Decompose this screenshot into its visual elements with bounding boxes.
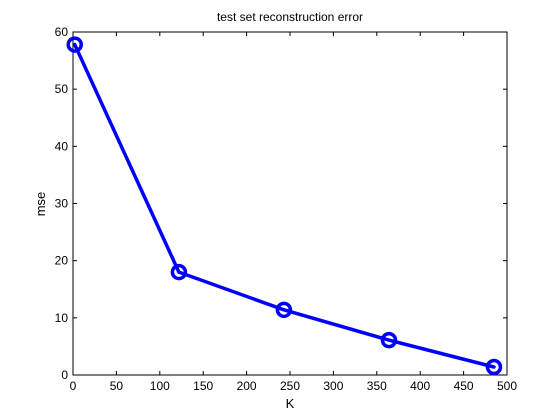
plot-area xyxy=(72,31,508,376)
data-point-marker xyxy=(485,358,503,376)
x-tick-label: 0 xyxy=(70,379,77,393)
x-tick-label: 450 xyxy=(454,379,474,393)
x-tick-label: 300 xyxy=(323,379,343,393)
chart-title: test set reconstruction error xyxy=(217,10,363,24)
x-tick-label: 400 xyxy=(410,379,430,393)
x-axis-label: K xyxy=(286,396,295,411)
x-tick-label: 150 xyxy=(193,379,213,393)
y-tick-label: 50 xyxy=(55,82,69,96)
x-tick-label: 250 xyxy=(280,379,300,393)
y-axis-label: mse xyxy=(33,192,48,217)
x-axis-ticks: 0 50 100 150 200 250 300 350 400 450 500 xyxy=(70,32,517,393)
x-tick-label: 500 xyxy=(497,379,517,393)
y-tick-label: 30 xyxy=(55,197,69,211)
data-point-marker xyxy=(275,301,293,319)
x-tick-label: 100 xyxy=(150,379,170,393)
data-point-marker xyxy=(170,263,188,281)
y-tick-label: 0 xyxy=(61,368,68,382)
x-tick-label: 200 xyxy=(237,379,257,393)
y-tick-label: 10 xyxy=(55,311,69,325)
y-tick-label: 60 xyxy=(55,25,69,39)
y-axis-ticks: 0 10 20 30 40 50 60 xyxy=(55,25,507,382)
data-point-marker xyxy=(66,36,83,53)
x-tick-label: 350 xyxy=(367,379,387,393)
data-point-marker xyxy=(380,331,398,349)
series-line xyxy=(72,42,496,369)
y-tick-label: 20 xyxy=(55,254,69,268)
series-layer xyxy=(66,36,503,376)
x-tick-label: 50 xyxy=(110,379,124,393)
y-tick-label: 40 xyxy=(55,139,69,153)
